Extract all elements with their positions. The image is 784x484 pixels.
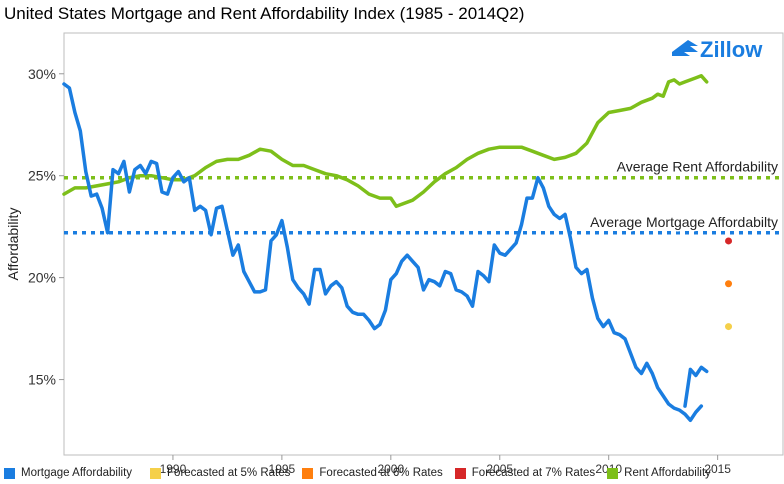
- y-tick-label: 15%: [28, 372, 56, 388]
- x-tick-label: 1990: [160, 462, 187, 476]
- legend-swatch: [150, 467, 162, 479]
- legend-label: Forecasted at 5% Rates: [167, 467, 291, 479]
- forecast-point: [725, 323, 733, 331]
- plot-area: [63, 32, 784, 456]
- zillow-logo-text: Zillow: [700, 37, 763, 62]
- legend: Mortgage Affordability Forecasted at 5% R…: [4, 465, 711, 481]
- x-tick-label: 1995: [269, 462, 296, 476]
- y-tick-label: 25%: [28, 168, 56, 184]
- zillow-logo: Zillow: [672, 37, 763, 62]
- x-tick-label: 2015: [704, 462, 731, 476]
- legend-swatch: [607, 467, 619, 479]
- forecast-point: [725, 280, 733, 288]
- x-tick-label: 2000: [377, 462, 404, 476]
- legend-label: Mortgage Affordability: [21, 467, 133, 479]
- legend-swatch: [454, 467, 466, 479]
- legend-item: Rent Affordability: [607, 467, 711, 479]
- chart-title: United States Mortgage and Rent Affordab…: [4, 4, 525, 23]
- reference-line-label: Average Rent Affordability: [617, 159, 778, 175]
- zillow-z-icon: [672, 40, 698, 56]
- legend-label: Rent Affordability: [624, 467, 711, 479]
- legend-swatch: [4, 467, 15, 479]
- forecast-point: [725, 237, 733, 245]
- legend-item: Forecasted at 5% Rates: [150, 467, 290, 479]
- x-tick-label: 2005: [486, 462, 513, 476]
- legend-label: Forecasted at 6% Rates: [319, 467, 443, 479]
- series-line: [62, 82, 704, 423]
- legend-item: Mortgage Affordability: [4, 467, 132, 479]
- legend-item: Forecasted at 7% Rates: [454, 467, 596, 479]
- legend-item: Forecasted at 6% Rates: [302, 467, 443, 479]
- legend-swatch: [302, 467, 314, 479]
- series-line: [683, 365, 709, 408]
- y-tick-label: 20%: [28, 270, 56, 286]
- legend-label: Forecasted at 7% Rates: [471, 467, 596, 479]
- reference-line-label: Average Mortgage Affordabilty: [590, 214, 778, 230]
- y-tick-label: 30%: [28, 66, 56, 82]
- y-axis-label: Affordability: [5, 208, 21, 281]
